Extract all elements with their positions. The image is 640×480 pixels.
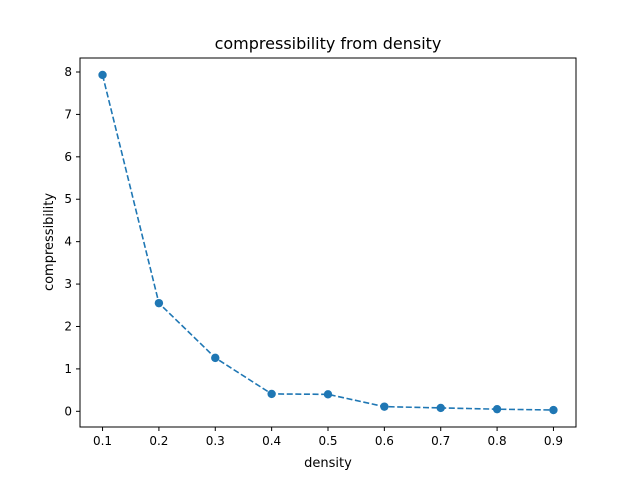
data-point	[267, 389, 276, 399]
data-point	[98, 70, 107, 80]
data-point	[211, 353, 220, 363]
plot-area	[80, 58, 576, 427]
series-group	[98, 70, 558, 415]
data-point	[380, 402, 389, 411]
y-axis-label: compressibility	[42, 193, 57, 291]
y-tick-label: 0	[64, 404, 72, 418]
x-tick-label: 0.5	[318, 434, 337, 448]
y-tick-label: 1	[64, 362, 72, 376]
x-tick-label: 0.6	[375, 434, 394, 448]
x-tick-label: 0.9	[544, 434, 563, 448]
y-axis-ticks: 0 1 2 3 4 5 6 7 8	[64, 65, 80, 418]
y-tick-label: 6	[64, 150, 72, 164]
x-axis-ticks: 0.1 0.2 0.3 0.4 0.5 0.6 0.7 0.8 0.9	[93, 427, 563, 448]
y-tick-label: 5	[64, 192, 72, 206]
y-tick-label: 3	[64, 277, 72, 291]
y-tick-label: 7	[64, 107, 72, 121]
x-tick-label: 0.7	[431, 434, 450, 448]
y-tick-label: 8	[64, 65, 72, 79]
series-line	[101, 74, 554, 411]
data-point	[492, 404, 502, 414]
data-point	[549, 405, 558, 415]
data-point	[323, 390, 333, 399]
x-axis-label: density	[304, 456, 352, 471]
data-point	[154, 298, 164, 308]
y-tick-label: 2	[64, 319, 72, 333]
x-tick-label: 0.2	[149, 434, 168, 448]
x-tick-label: 0.1	[93, 434, 112, 448]
plot-frame	[79, 57, 577, 428]
x-tick-label: 0.3	[206, 434, 225, 448]
chart-title: compressibility from density	[215, 34, 442, 53]
x-tick-label: 0.4	[262, 434, 281, 448]
data-point	[436, 403, 445, 413]
x-tick-label: 0.8	[488, 434, 507, 448]
y-tick-label: 4	[64, 235, 72, 249]
